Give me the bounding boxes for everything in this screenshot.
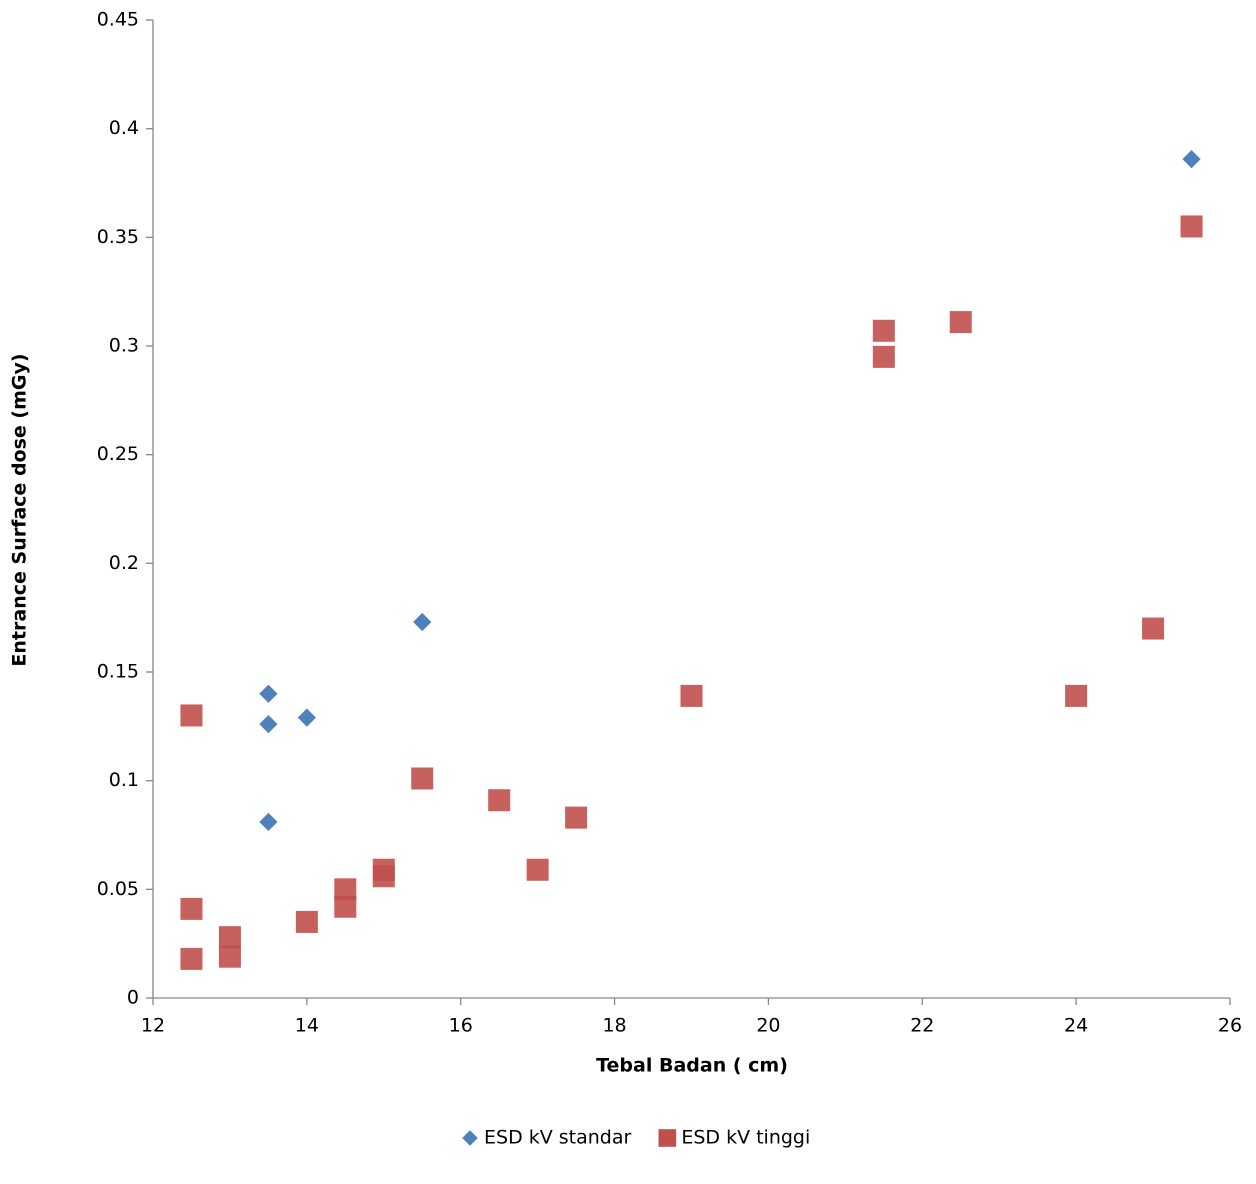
y-tick-label: 0.15: [97, 661, 139, 683]
y-tick-label: 0: [127, 987, 139, 1009]
point: [180, 898, 202, 920]
y-tick-label: 0.05: [97, 878, 139, 900]
x-tick-label: 16: [449, 1015, 473, 1037]
point: [565, 807, 587, 829]
point: [219, 926, 241, 948]
point: [180, 948, 202, 970]
y-tick-label: 0.45: [97, 9, 139, 31]
x-tick-label: 12: [141, 1015, 165, 1037]
y-tick-label: 0.1: [109, 769, 139, 791]
point: [1065, 685, 1087, 707]
x-tick-label: 14: [295, 1015, 319, 1037]
legend-marker: [659, 1129, 677, 1147]
point: [1181, 215, 1203, 237]
point: [1142, 618, 1164, 640]
point: [296, 911, 318, 933]
chart: Tebal Badan ( cm) Entrance Surface dose …: [0, 0, 1256, 1180]
y-tick-label: 0.35: [97, 226, 139, 248]
point: [334, 896, 356, 918]
point: [413, 613, 431, 631]
point: [411, 767, 433, 789]
point: [681, 685, 703, 707]
y-tick-label: 0.2: [109, 552, 139, 574]
point: [180, 704, 202, 726]
point: [950, 311, 972, 333]
legend-label: ESD kV standar: [484, 1127, 632, 1149]
y-tick-label: 0.25: [97, 443, 139, 465]
x-tick-label: 18: [602, 1015, 626, 1037]
point: [219, 946, 241, 968]
point: [488, 789, 510, 811]
x-tick-label: 20: [756, 1015, 780, 1037]
x-tick-label: 26: [1218, 1015, 1242, 1037]
y-axis-label: Entrance Surface dose (mGy): [9, 353, 31, 666]
x-tick-label: 22: [910, 1015, 934, 1037]
x-tick-label: 24: [1064, 1015, 1088, 1037]
point: [298, 709, 316, 727]
point: [259, 813, 277, 831]
y-tick-label: 0.4: [109, 117, 139, 139]
legend-label: ESD kV tinggi: [681, 1127, 810, 1149]
x-axis-label: Tebal Badan ( cm): [596, 1055, 788, 1077]
y-tick-label: 0.3: [109, 335, 139, 357]
point: [873, 320, 895, 342]
point: [1182, 150, 1200, 168]
point: [259, 685, 277, 703]
point: [373, 865, 395, 887]
point: [259, 715, 277, 733]
point: [873, 346, 895, 368]
point: [527, 859, 549, 881]
legend-marker: [462, 1130, 478, 1146]
